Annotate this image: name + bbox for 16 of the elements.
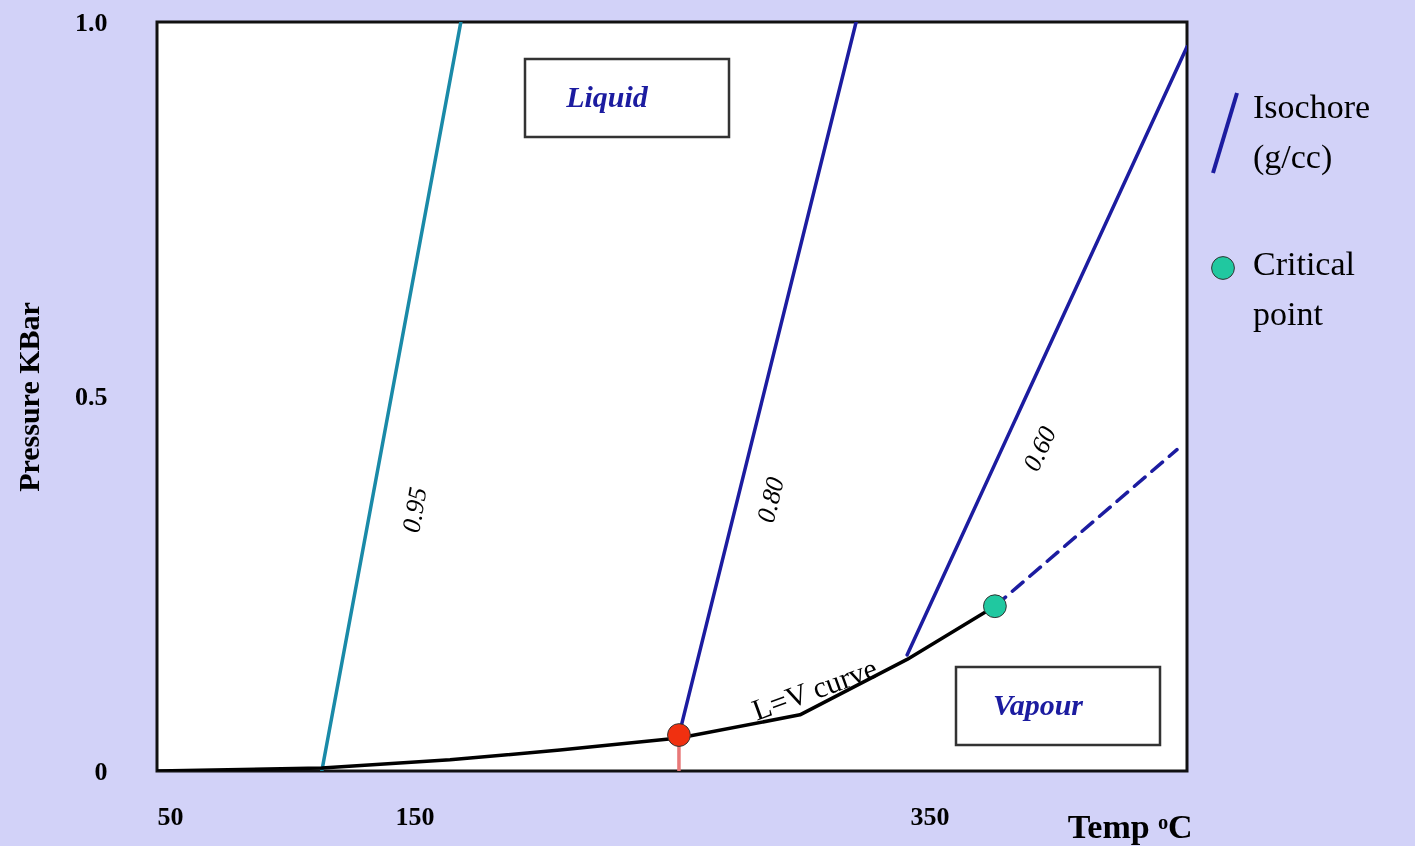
x-tick-label: 150 — [395, 801, 435, 831]
y-tick-label: 1.0 — [75, 7, 108, 37]
annotation: Vapour — [992, 688, 1084, 721]
annotation: Liquid — [565, 80, 649, 113]
annotation: 0.80 — [750, 474, 791, 526]
legend-label: Critical point — [1253, 245, 1355, 332]
annotation: L=V curve — [747, 650, 882, 727]
legend-label: Isochore (g/cc) — [1253, 88, 1371, 176]
annotation: 0.95 — [396, 484, 433, 535]
x-axis-title: Temp ᵒC — [1067, 807, 1193, 845]
y-tick-label: 0 — [94, 756, 108, 786]
x-tick-label: 50 — [157, 801, 184, 831]
annotation: 0.60 — [1016, 422, 1063, 476]
y-axis-title: Pressure KBar — [12, 302, 45, 492]
x-tick-label: 350 — [910, 801, 950, 831]
y-tick-label: 0.5 — [75, 382, 108, 411]
